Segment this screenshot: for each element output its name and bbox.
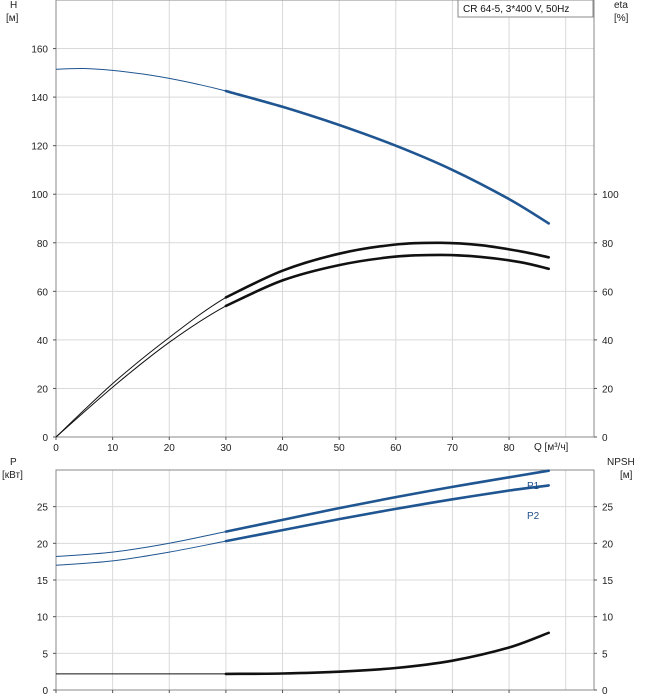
npsh-curve-operating [224,631,550,676]
x-tick-label: 10 [107,443,119,454]
x-tick-label: 30 [220,443,232,454]
x-tick-label: 70 [447,443,459,454]
p2-curve-operating [224,484,550,543]
top-series [55,67,550,438]
p-axis-unit: [кВт] [2,470,23,481]
top-left-tick-label: 40 [37,336,49,347]
bottom-left-tick-label: 0 [42,686,48,697]
eta-total-curve-operating [224,253,550,308]
bottom-left-tick-label: 25 [37,503,49,514]
x-tick-label: 60 [390,443,402,454]
bottom-right-tick-label: 10 [602,613,614,624]
legend-box [457,0,594,18]
bottom-grid [56,469,594,690]
top-left-tick-label: 80 [37,239,49,250]
p-axis-title: P [10,457,17,468]
top-left-tick-label: 0 [42,433,48,444]
top-left-tick-label: 140 [31,93,48,104]
h-axis-unit: [м] [6,13,19,24]
top-left-tick-label: 60 [37,287,49,298]
x-tick-label: 50 [334,443,346,454]
eta-pump-curve-operating [224,241,550,299]
p1-curve-operating [224,469,550,533]
top-right-tick-label: 60 [602,287,614,298]
p2-series-label: P2 [527,511,540,522]
bottom-left-tick-label: 15 [37,576,49,587]
bottom-right-tick-label: 5 [602,649,608,660]
bottom-right-tick-label: 25 [602,503,614,514]
npsh-axis-unit: [м] [620,470,633,481]
bottom-series [55,469,550,676]
p1-series-label: P1 [527,481,540,492]
legend-text: CR 64-5, 3*400 V, 50Hz [463,4,569,15]
top-right-tick-label: 0 [602,433,608,444]
top-right-tick-label: 20 [602,384,614,395]
top-right-tick-label: 40 [602,336,614,347]
x-tick-label: 0 [53,443,59,454]
h-curve-operating [224,89,550,225]
h-axis-title: H [10,0,17,11]
top-left-tick-label: 100 [31,190,48,201]
q-axis-label: Q [м³/ч] [534,442,569,453]
x-tick-label: 40 [277,443,289,454]
top-right-tick-label: 100 [602,190,619,201]
top-plot-frame [55,0,595,438]
npsh-axis-title: NPSH [607,457,635,468]
top-right-tick-label: 80 [602,239,614,250]
x-tick-label: 80 [503,443,515,454]
top-left-tick-label: 120 [31,142,48,153]
x-tick-label: 20 [164,443,176,454]
eta-axis-unit: [%] [614,13,629,24]
top-left-tick-label: 20 [37,384,49,395]
bottom-right-tick-label: 15 [602,576,614,587]
eta-axis-title: eta [614,0,628,11]
bottom-right-tick-label: 0 [602,686,608,697]
top-grid [56,0,594,437]
eta-total-curve-full [55,254,549,438]
bottom-left-tick-label: 20 [37,539,49,550]
bottom-left-tick-label: 5 [42,649,48,660]
bottom-right-tick-label: 20 [602,539,614,550]
top-left-tick-label: 160 [31,45,48,56]
bottom-left-tick-label: 10 [37,613,49,624]
